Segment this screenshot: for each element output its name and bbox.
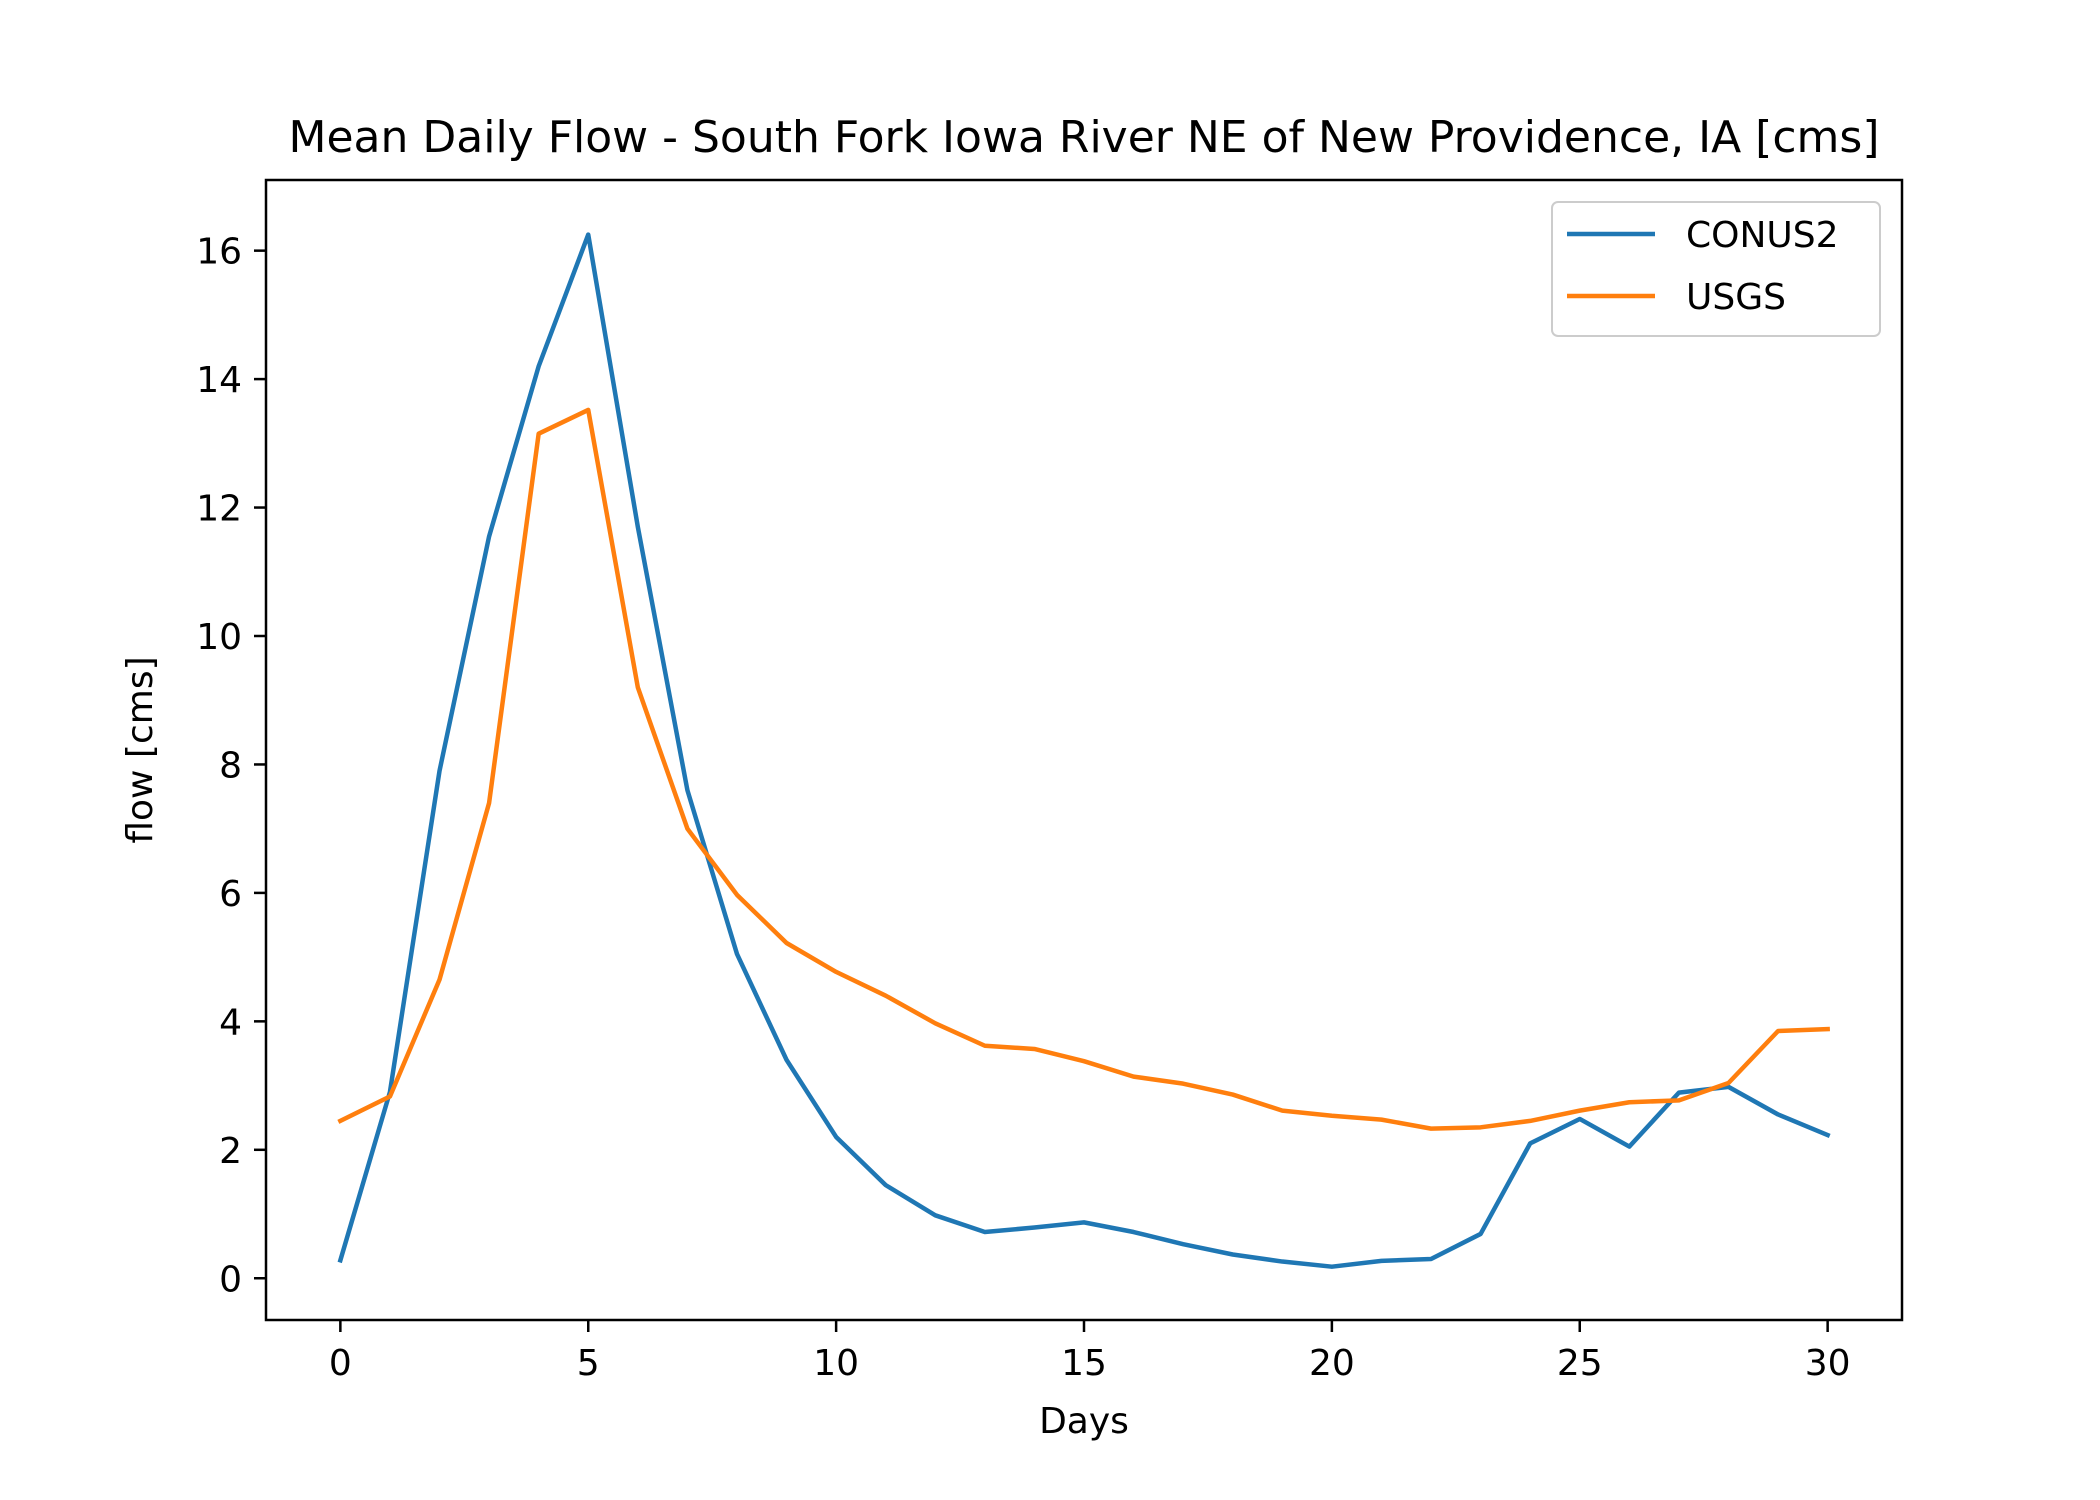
y-tick-label: 6 bbox=[219, 874, 242, 915]
x-tick-label: 15 bbox=[1061, 1343, 1107, 1384]
x-tick-label: 20 bbox=[1309, 1343, 1355, 1384]
x-axis-label: Days bbox=[1039, 1401, 1129, 1442]
legend: CONUS2 USGS bbox=[1551, 201, 1881, 337]
plot-area: 0 5 10 15 20 25 30 0 2 4 6 8 10 12 14 16 bbox=[196, 178, 1904, 1384]
x-tick-label: 30 bbox=[1805, 1343, 1851, 1384]
series-layer bbox=[337, 232, 1831, 1269]
y-tick-label: 4 bbox=[219, 1002, 242, 1043]
y-tick-label: 14 bbox=[196, 360, 242, 401]
x-tick-label: 25 bbox=[1557, 1343, 1603, 1384]
series-line-conus2 bbox=[337, 232, 1831, 1269]
x-axis-ticks: 0 5 10 15 20 25 30 bbox=[329, 1320, 1851, 1384]
y-tick-label: 12 bbox=[196, 489, 242, 530]
legend-label-usgs: USGS bbox=[1686, 277, 1786, 318]
y-tick-label: 8 bbox=[219, 745, 242, 786]
chart-title: Mean Daily Flow - South Fork Iowa River … bbox=[289, 112, 1880, 163]
x-tick-label: 0 bbox=[329, 1343, 352, 1384]
y-tick-label: 10 bbox=[196, 617, 242, 658]
x-tick-label: 10 bbox=[813, 1343, 859, 1384]
legend-label-conus2: CONUS2 bbox=[1686, 215, 1839, 256]
x-tick-label: 5 bbox=[577, 1343, 600, 1384]
y-tick-label: 0 bbox=[219, 1259, 242, 1300]
series-line-usgs bbox=[337, 407, 1830, 1131]
y-axis-label: flow [cms] bbox=[120, 656, 161, 843]
y-tick-label: 16 bbox=[196, 232, 242, 273]
y-axis-ticks: 0 2 4 6 8 10 12 14 16 bbox=[196, 232, 266, 1300]
y-tick-label: 2 bbox=[219, 1131, 242, 1172]
